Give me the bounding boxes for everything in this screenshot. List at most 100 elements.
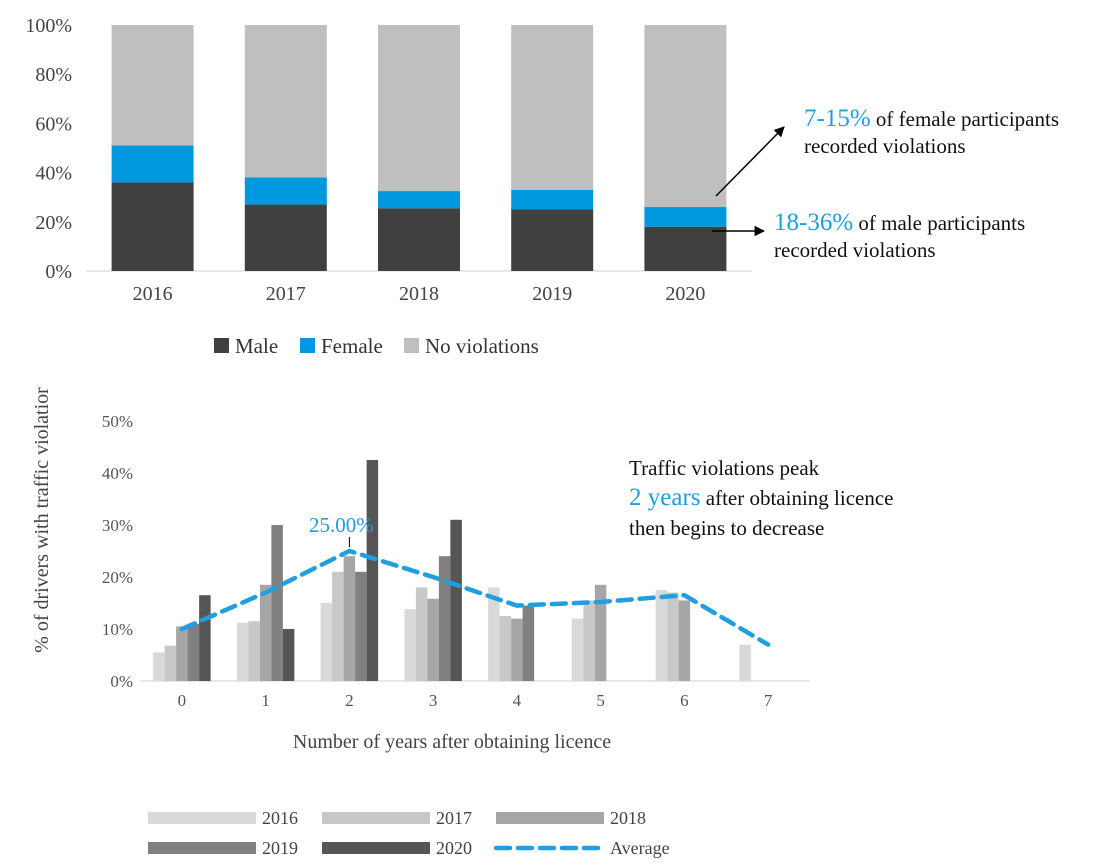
bar-2020-year-0	[199, 595, 211, 681]
average-data-label: 25.00%	[309, 513, 374, 537]
bar-2016-year-5	[571, 618, 584, 681]
bar-male-2017	[244, 204, 327, 271]
peak-annotation-line1: Traffic violations peak	[629, 456, 820, 480]
legend-swatch-2019	[148, 842, 256, 854]
bar-2019-year-3	[438, 556, 451, 681]
bar-male-2018	[378, 208, 460, 271]
male-annotation-text: of male participants	[858, 211, 1026, 235]
x-tick-label: 2017	[266, 283, 306, 305]
female-annotation-text: of female participants	[875, 107, 1059, 131]
y-tick-label-2: 10%	[102, 620, 133, 639]
bar-2017-year-2	[332, 571, 344, 681]
legend-swatch-2016	[148, 812, 256, 824]
bar-2016-year-6	[655, 590, 668, 681]
y-tick-label-2: 20%	[102, 568, 133, 587]
x-tick-label: 2019	[532, 283, 572, 305]
y-tick-label-2: 0%	[110, 672, 133, 691]
bar-2018-year-4	[511, 618, 523, 681]
y-tick-label: 60%	[35, 113, 72, 135]
y-tick-label: 40%	[35, 163, 72, 185]
legend-swatch-2017	[322, 812, 430, 824]
y-tick-label-2: 40%	[102, 464, 133, 483]
bar-2018-year-1	[259, 584, 272, 681]
legend-swatch-male	[214, 338, 229, 353]
peak-annotation-line3: then begins to decrease	[629, 516, 825, 540]
bar-2016-year-2	[320, 603, 333, 681]
x-tick-label: 2016	[133, 283, 173, 305]
y-tick-label-2: 50%	[102, 412, 133, 431]
female-annotation-arrow	[715, 126, 785, 197]
bar-no-violations-2019	[511, 25, 594, 190]
legend-swatch-2020	[322, 842, 430, 854]
bar-no-violations-2017	[244, 25, 327, 178]
legend-label-2020: 2020	[436, 838, 472, 858]
y-tick-label: 20%	[35, 212, 72, 234]
bar-2019-year-2	[355, 571, 367, 681]
female-annotation-text2: recorded violations	[804, 134, 966, 158]
bar-2016-year-1	[236, 622, 249, 681]
bar-2020-year-2	[366, 460, 379, 681]
legend-label-2019: 2019	[262, 838, 298, 858]
bar-2017-year-0	[164, 645, 177, 681]
x-tick-label-2: 2	[345, 691, 354, 710]
bar-female-2019	[511, 189, 594, 210]
legend-label-2018: 2018	[610, 808, 646, 828]
male-annotation: 18-36% of male participants recorded vio…	[774, 209, 1025, 264]
bar-2017-year-6	[667, 592, 679, 681]
bar-2018-year-0	[176, 626, 188, 681]
x-tick-label-2: 3	[429, 691, 438, 710]
bar-male-2019	[511, 209, 594, 271]
bar-2017-year-1	[248, 621, 260, 681]
bar-2017-year-4	[499, 616, 512, 681]
legend-label-2016: 2016	[262, 808, 298, 828]
x-tick-label: 2018	[399, 283, 439, 305]
male-highlight: 18-36%	[774, 209, 854, 236]
female-highlight: 7-15%	[804, 105, 871, 132]
y-tick-label: 80%	[35, 64, 72, 86]
bar-2019-year-0	[187, 623, 200, 681]
bar-2018-year-3	[427, 598, 439, 681]
legend-label-2017: 2017	[436, 808, 472, 828]
x-axis-title: Number of years after obtaining licence	[293, 731, 611, 753]
female-annotation: 7-15% of female participants recorded vi…	[804, 105, 1059, 160]
legend-label-female: Female	[321, 334, 383, 358]
bar-2016-year-4	[488, 587, 500, 681]
bar-2017-year-3	[415, 587, 428, 681]
bar-female-2017	[244, 177, 327, 205]
bar-female-2018	[378, 191, 460, 209]
bar-male-2016	[111, 182, 194, 271]
bar-2018-year-5	[594, 584, 607, 681]
peak-annotation-line2: after obtaining licence	[705, 486, 894, 510]
bar-2019-year-4	[522, 605, 535, 681]
bar-no-violations-2016	[111, 25, 194, 146]
average-line	[179, 548, 771, 647]
legend-label-male: Male	[235, 334, 278, 358]
bar-no-violations-2018	[378, 25, 460, 192]
x-tick-label-2: 0	[178, 691, 187, 710]
male-annotation-text2: recorded violations	[774, 238, 936, 262]
x-tick-label-2: 5	[596, 691, 605, 710]
peak-highlight: 2 years	[629, 484, 701, 511]
bar-2018-year-6	[678, 600, 691, 681]
bar-2020-year-3	[450, 519, 462, 681]
x-tick-label-2: 1	[261, 691, 270, 710]
y-axis-title: % of drivers with traffic violatior	[31, 387, 53, 653]
bar-female-2020	[644, 207, 727, 227]
y-tick-label: 100%	[25, 15, 72, 37]
bar-2018-year-2	[343, 556, 356, 681]
legend-swatch-no-violations	[404, 338, 419, 353]
bar-2016-year-3	[404, 609, 416, 681]
legend-label-no-violations: No violations	[425, 334, 539, 358]
bar-2020-year-1	[282, 629, 295, 681]
y-tick-label: 0%	[45, 261, 72, 283]
bar-2016-year-0	[153, 652, 165, 681]
peak-annotation: Traffic violations peak 2 years after ob…	[629, 453, 894, 543]
legend-swatch-female	[300, 338, 315, 353]
x-tick-label-2: 7	[764, 691, 773, 710]
bar-no-violations-2020	[644, 25, 727, 208]
bar-male-2020	[644, 226, 727, 271]
legend-swatch-2018	[496, 812, 604, 824]
legend-label-average: Average	[610, 838, 670, 858]
y-tick-label-2: 30%	[102, 516, 133, 535]
